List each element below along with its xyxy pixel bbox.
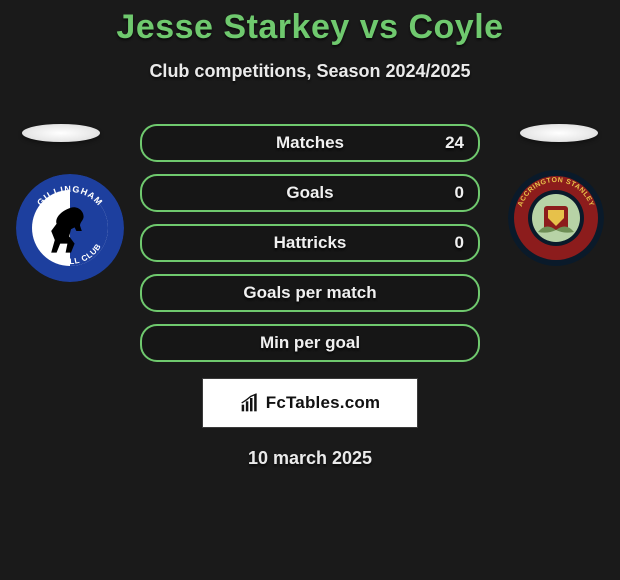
stat-row-min-per-goal: Min per goal	[140, 324, 480, 362]
stat-row-goals: Goals 0	[140, 174, 480, 212]
stat-row-hattricks: Hattricks 0	[140, 224, 480, 262]
attribution-box: FcTables.com	[202, 378, 418, 428]
stat-label: Goals per match	[243, 283, 376, 303]
club-badge-right: ACCRINGTON STANLEY	[508, 170, 604, 266]
stat-label: Goals	[286, 183, 333, 203]
stat-label: Matches	[276, 133, 344, 153]
chart-icon	[240, 393, 260, 413]
accrington-crest-icon: ACCRINGTON STANLEY	[508, 170, 604, 266]
nationality-oval-right	[520, 124, 598, 142]
page-title: Jesse Starkey vs Coyle	[116, 8, 503, 47]
page-root: Jesse Starkey vs Coyle Club competitions…	[0, 0, 620, 580]
stat-label: Hattricks	[274, 233, 347, 253]
page-subtitle: Club competitions, Season 2024/2025	[149, 61, 470, 82]
gillingham-crest-icon: GILLINGHAM FOOTBALL CLUB	[16, 174, 124, 282]
stat-value: 24	[445, 133, 464, 153]
stats-area: GILLINGHAM FOOTBALL CLUB	[0, 124, 620, 362]
stat-value: 0	[455, 183, 464, 203]
stat-label: Min per goal	[260, 333, 360, 353]
attribution-text: FcTables.com	[266, 393, 381, 413]
date-text: 10 march 2025	[248, 448, 372, 469]
stat-value: 0	[455, 233, 464, 253]
stat-row-matches: Matches 24	[140, 124, 480, 162]
stats-column: Matches 24 Goals 0 Hattricks 0 Goals per…	[140, 124, 480, 362]
stat-row-goals-per-match: Goals per match	[140, 274, 480, 312]
nationality-oval-left	[22, 124, 100, 142]
club-badge-left: GILLINGHAM FOOTBALL CLUB	[16, 174, 124, 282]
